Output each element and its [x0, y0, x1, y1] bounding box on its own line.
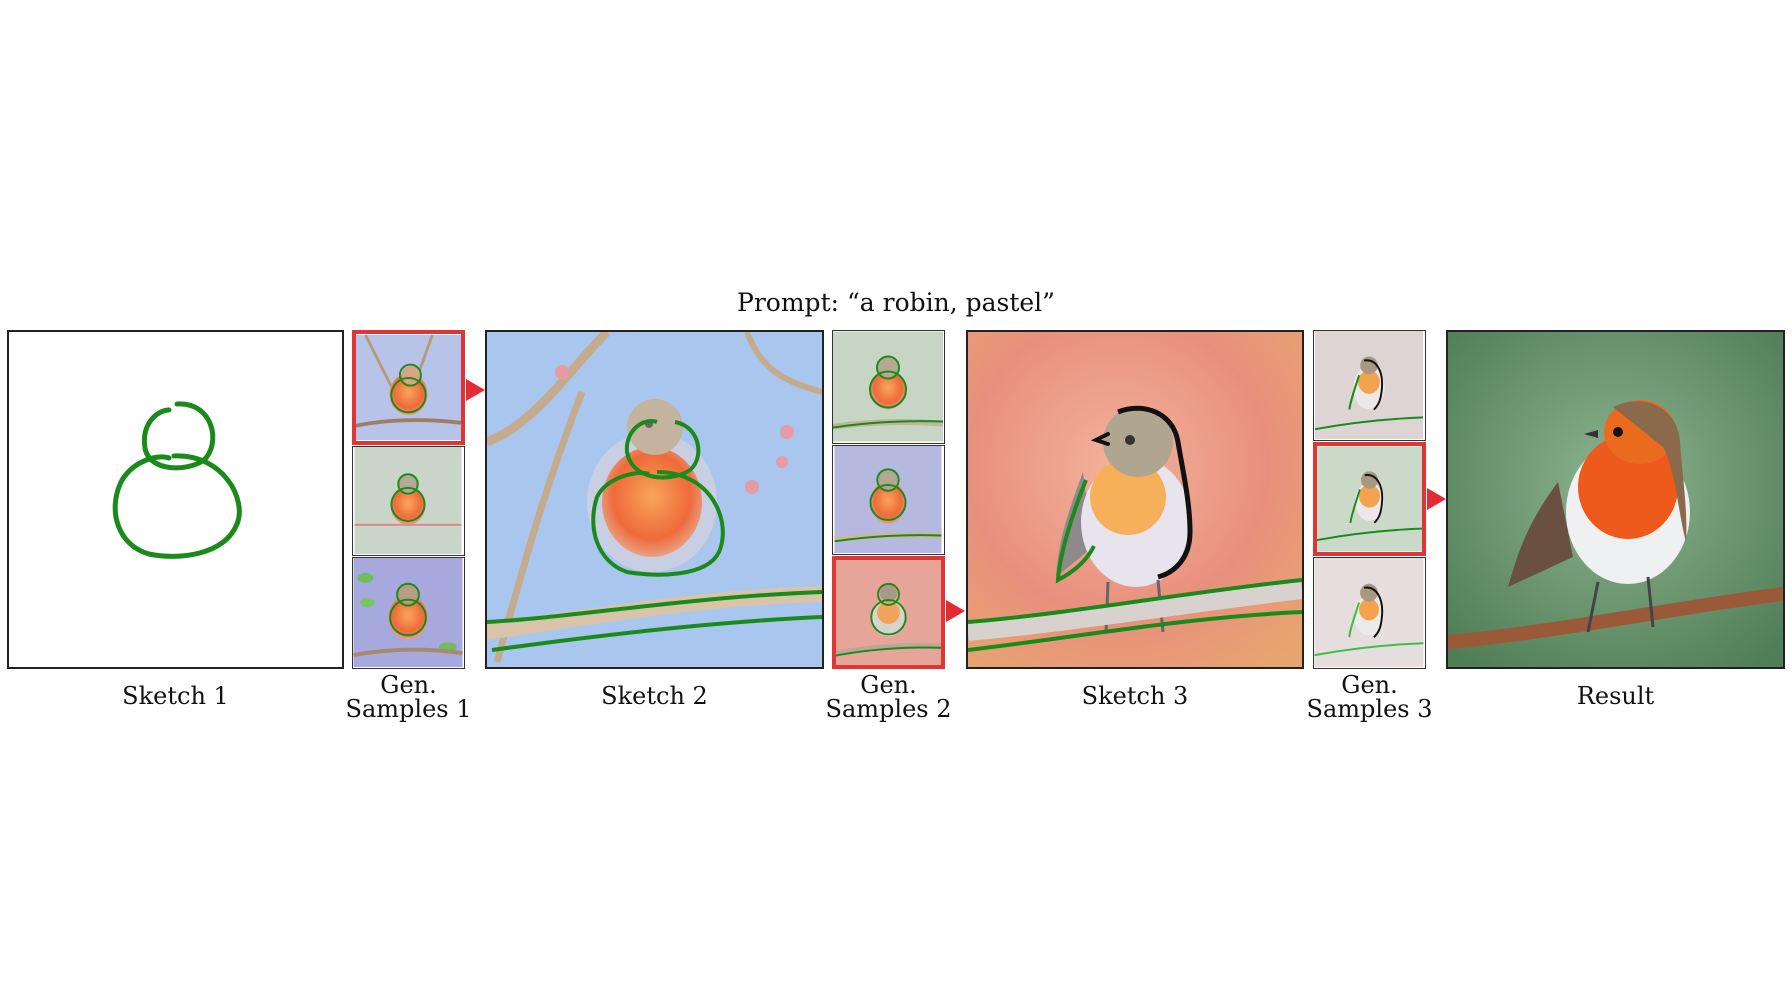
gen2-caption-line2: Samples 2: [825, 695, 952, 723]
sketch-2-panel: [485, 330, 824, 669]
gen-samples-1-caption: Gen. Samples 1: [340, 673, 477, 721]
sketch-2-canvas: [487, 332, 822, 667]
gen-samples-2-caption: Gen. Samples 2: [820, 673, 957, 721]
gen3-sample-3[interactable]: [1313, 557, 1426, 669]
gen3-caption-line1: Gen.: [1341, 671, 1398, 699]
result-canvas: [1448, 332, 1783, 667]
sketch-3-canvas: [968, 332, 1302, 667]
body-stroke: [112, 453, 242, 559]
gen1-caption-line2: Samples 1: [345, 695, 472, 723]
gen1-caption-line1: Gen.: [380, 671, 437, 699]
sketch-1-panel: [7, 330, 344, 669]
prompt-title: Prompt: “a robin, pastel”: [737, 288, 1055, 317]
sketch-1-canvas: [112, 401, 242, 559]
sketch-3-caption: Sketch 3: [1081, 682, 1189, 710]
arrow-2: [946, 600, 965, 622]
arrow-1: [466, 379, 485, 401]
gen1-sample-1[interactable]: [352, 330, 465, 445]
gen2-sample-2[interactable]: [832, 445, 945, 555]
head-stroke: [141, 401, 216, 471]
gen1-sample-3[interactable]: [352, 557, 465, 669]
gen2-sample-3[interactable]: [832, 556, 945, 669]
sketch-3-panel: [966, 330, 1304, 669]
gen2-sample-1[interactable]: [832, 330, 945, 444]
gen-samples-3-caption: Gen. Samples 3: [1301, 673, 1438, 721]
result-panel: [1446, 330, 1785, 669]
gen1-sample-2[interactable]: [352, 446, 465, 556]
gen3-sample-1[interactable]: [1313, 330, 1426, 441]
arrow-3: [1427, 488, 1446, 510]
sketch-2-caption: Sketch 2: [601, 682, 708, 710]
sketch-1-caption: Sketch 1: [122, 682, 229, 710]
result-caption: Result: [1576, 682, 1655, 710]
gen2-caption-line1: Gen.: [860, 671, 917, 699]
gen3-caption-line2: Samples 3: [1306, 695, 1433, 723]
gen3-sample-2[interactable]: [1313, 442, 1426, 556]
